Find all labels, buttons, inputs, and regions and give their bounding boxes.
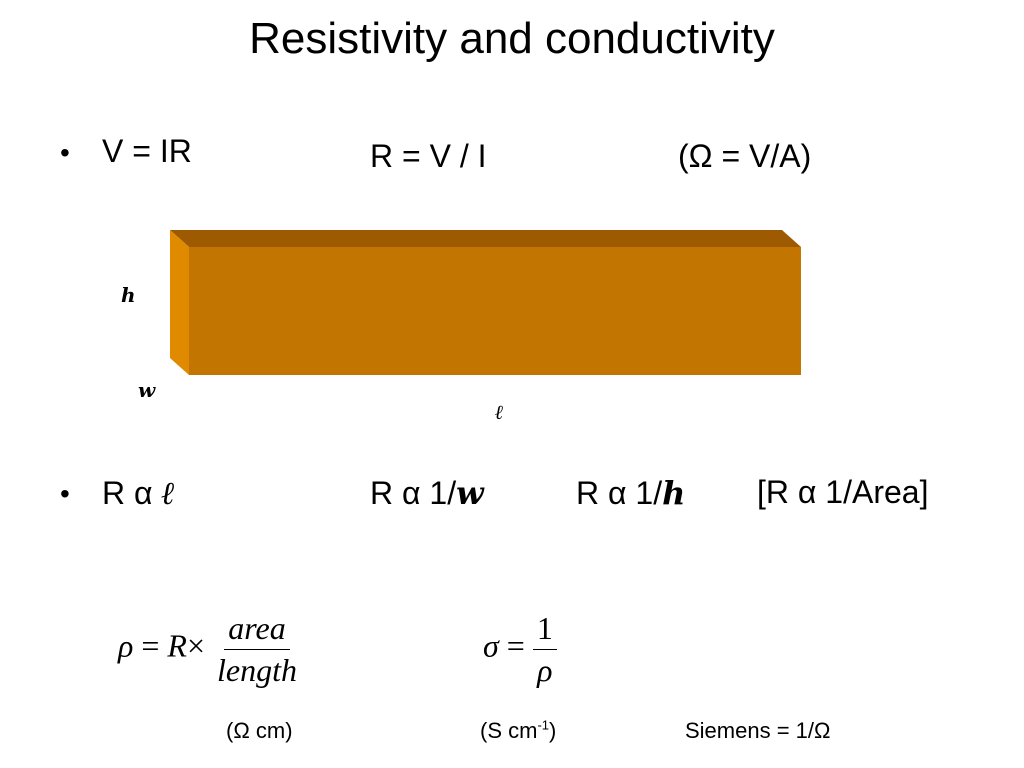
bar-front-face bbox=[189, 247, 801, 375]
page-title: Resistivity and conductivity bbox=[249, 14, 775, 63]
conductivity-unit: (S cm-1) bbox=[480, 717, 557, 743]
r-proportional-inverse-height: R α 1/h bbox=[576, 474, 686, 512]
r-proportional-inverse-width: R α 1/w bbox=[370, 474, 484, 512]
conductivity-equation: σ = 1 ρ bbox=[483, 610, 557, 689]
resistance-formula: R = V / I bbox=[370, 138, 487, 174]
sigma-symbol: σ bbox=[483, 627, 499, 664]
bullet-marker: • bbox=[60, 478, 70, 509]
length-symbol: ℓ bbox=[161, 474, 176, 512]
conductor-bar bbox=[170, 230, 801, 375]
resistivity-unit: (Ω cm) bbox=[226, 718, 293, 743]
resistivity-equation: ρ = R× area length bbox=[118, 610, 301, 689]
one-over-rho-fraction: 1 ρ bbox=[532, 610, 557, 689]
ohm-unit-definition: (Ω = V/A) bbox=[678, 138, 812, 174]
bar-top-face bbox=[170, 230, 801, 247]
height-label: h bbox=[121, 283, 136, 307]
siemens-definition: Siemens = 1/Ω bbox=[685, 718, 831, 743]
r-proportional-length: R α ℓ bbox=[102, 474, 176, 512]
area-over-length-fraction: area length bbox=[217, 610, 297, 688]
length-label: ℓ bbox=[495, 400, 504, 424]
r-proportional-inverse-area: [R α 1/Area] bbox=[757, 474, 929, 510]
rho-symbol: ρ bbox=[118, 627, 134, 664]
width-label: w bbox=[138, 378, 156, 402]
bullet-marker: • bbox=[60, 137, 70, 168]
ohms-law-text: V = IR bbox=[102, 133, 192, 169]
width-symbol: w bbox=[456, 474, 484, 512]
bar-side-face bbox=[170, 230, 189, 375]
height-symbol: h bbox=[662, 474, 686, 512]
